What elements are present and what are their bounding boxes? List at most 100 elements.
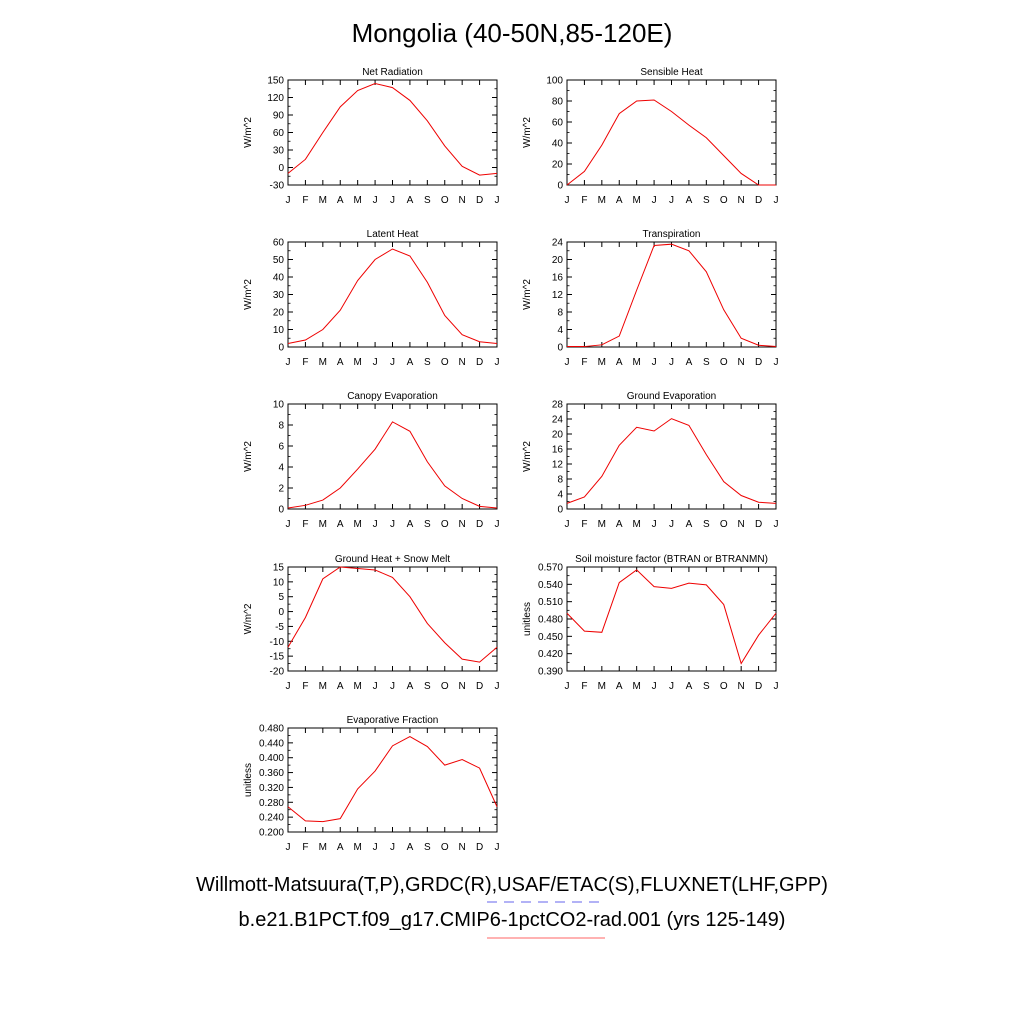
x-tick-label: A (616, 195, 623, 206)
y-tick-label: 0 (278, 505, 284, 516)
y-tick-label: 60 (552, 118, 564, 129)
x-tick-label: M (598, 681, 606, 692)
x-tick-label: S (424, 195, 431, 206)
x-tick-label: A (686, 357, 693, 368)
x-tick-label: A (337, 195, 344, 206)
x-tick-label: F (302, 681, 308, 692)
footer-observations: Willmott-Matsuura(T,P),GRDC(R),USAF/ETAC… (196, 874, 828, 896)
x-tick-label: O (720, 357, 728, 368)
x-tick-label: J (565, 195, 570, 206)
x-tick-label: A (407, 681, 414, 692)
series-line (287, 566, 498, 663)
y-axis-label: W/m^2 (522, 117, 533, 148)
x-tick-label: J (669, 195, 674, 206)
x-tick-label: M (353, 195, 361, 206)
y-tick-label: 0.280 (259, 798, 284, 809)
x-tick-label: M (319, 195, 327, 206)
x-tick-label: O (441, 195, 449, 206)
plot-frame (287, 566, 498, 672)
y-tick-label: 12 (552, 460, 564, 471)
y-tick-label: 20 (552, 255, 564, 266)
x-tick-label: J (774, 681, 779, 692)
x-tick-label: M (319, 357, 327, 368)
x-tick-label: A (407, 195, 414, 206)
x-tick-label: A (337, 681, 344, 692)
x-tick-label: S (703, 519, 710, 530)
y-tick-label: 24 (552, 415, 564, 426)
y-tick-label: 10 (273, 577, 285, 588)
x-tick-label: J (669, 357, 674, 368)
x-tick-label: A (686, 519, 693, 530)
y-tick-label: 100 (546, 76, 563, 87)
y-tick-label: 30 (273, 146, 285, 157)
x-tick-label: D (476, 519, 483, 530)
y-axis-label: W/m^2 (243, 279, 254, 310)
x-tick-label: N (738, 357, 745, 368)
x-tick-label: J (652, 519, 657, 530)
x-tick-label: M (353, 519, 361, 530)
x-tick-label: J (774, 195, 779, 206)
y-tick-label: -30 (270, 181, 285, 192)
x-tick-label: F (581, 195, 587, 206)
x-tick-label: N (738, 681, 745, 692)
y-tick-label: -15 (270, 652, 285, 663)
x-tick-label: S (424, 357, 431, 368)
x-tick-label: M (632, 681, 640, 692)
plot-frame (566, 241, 777, 348)
panel-title: Ground Heat + Snow Melt (335, 554, 451, 565)
y-tick-label: 0.240 (259, 813, 284, 824)
x-tick-label: J (390, 842, 395, 853)
x-tick-label: S (424, 519, 431, 530)
x-tick-label: J (390, 195, 395, 206)
x-tick-label: J (373, 357, 378, 368)
x-tick-label: S (703, 681, 710, 692)
x-tick-label: M (319, 842, 327, 853)
x-tick-label: M (353, 681, 361, 692)
x-tick-label: J (495, 195, 500, 206)
x-tick-label: M (598, 519, 606, 530)
y-tick-label: 0.450 (538, 632, 563, 643)
x-tick-label: A (616, 519, 623, 530)
x-tick-label: M (632, 519, 640, 530)
x-tick-label: M (598, 357, 606, 368)
y-tick-label: 0.570 (538, 563, 563, 574)
y-tick-label: 16 (552, 273, 564, 284)
y-axis-label: unitless (243, 763, 254, 797)
y-tick-label: -10 (270, 637, 285, 648)
y-tick-label: 4 (557, 490, 563, 501)
x-tick-label: J (286, 681, 291, 692)
x-tick-label: A (337, 357, 344, 368)
x-tick-label: A (337, 842, 344, 853)
plot-frame (287, 403, 498, 510)
x-tick-label: D (476, 681, 483, 692)
y-tick-label: 4 (278, 463, 284, 474)
x-tick-label: A (337, 519, 344, 530)
x-tick-label: J (286, 842, 291, 853)
y-tick-label: 0 (557, 181, 563, 192)
y-tick-label: 24 (552, 238, 564, 249)
x-tick-label: J (565, 519, 570, 530)
x-tick-label: A (407, 519, 414, 530)
x-tick-label: N (459, 681, 466, 692)
footer-case: b.e21.B1PCT.f09_g17.CMIP6-1pctCO2-rad.00… (238, 909, 786, 931)
x-tick-label: J (390, 519, 395, 530)
x-tick-label: D (476, 842, 483, 853)
y-tick-label: 6 (278, 442, 284, 453)
x-tick-label: N (459, 842, 466, 853)
y-tick-label: 0.200 (259, 828, 284, 839)
panel-evaporative-fraction: Evaporative Fraction 0.200 0.240 0.280 0.320… (243, 715, 500, 853)
x-tick-label: O (441, 357, 449, 368)
y-tick-label: 10 (273, 400, 285, 411)
x-tick-label: F (302, 357, 308, 368)
y-axis-label: W/m^2 (243, 117, 254, 148)
y-tick-label: 8 (557, 475, 563, 486)
plot-frame (566, 79, 777, 186)
y-tick-label: 20 (273, 308, 285, 319)
x-tick-label: J (286, 519, 291, 530)
x-tick-label: N (738, 195, 745, 206)
x-tick-label: M (632, 357, 640, 368)
x-tick-label: N (459, 357, 466, 368)
x-tick-label: J (652, 195, 657, 206)
x-tick-label: D (755, 681, 762, 692)
x-tick-label: A (407, 842, 414, 853)
